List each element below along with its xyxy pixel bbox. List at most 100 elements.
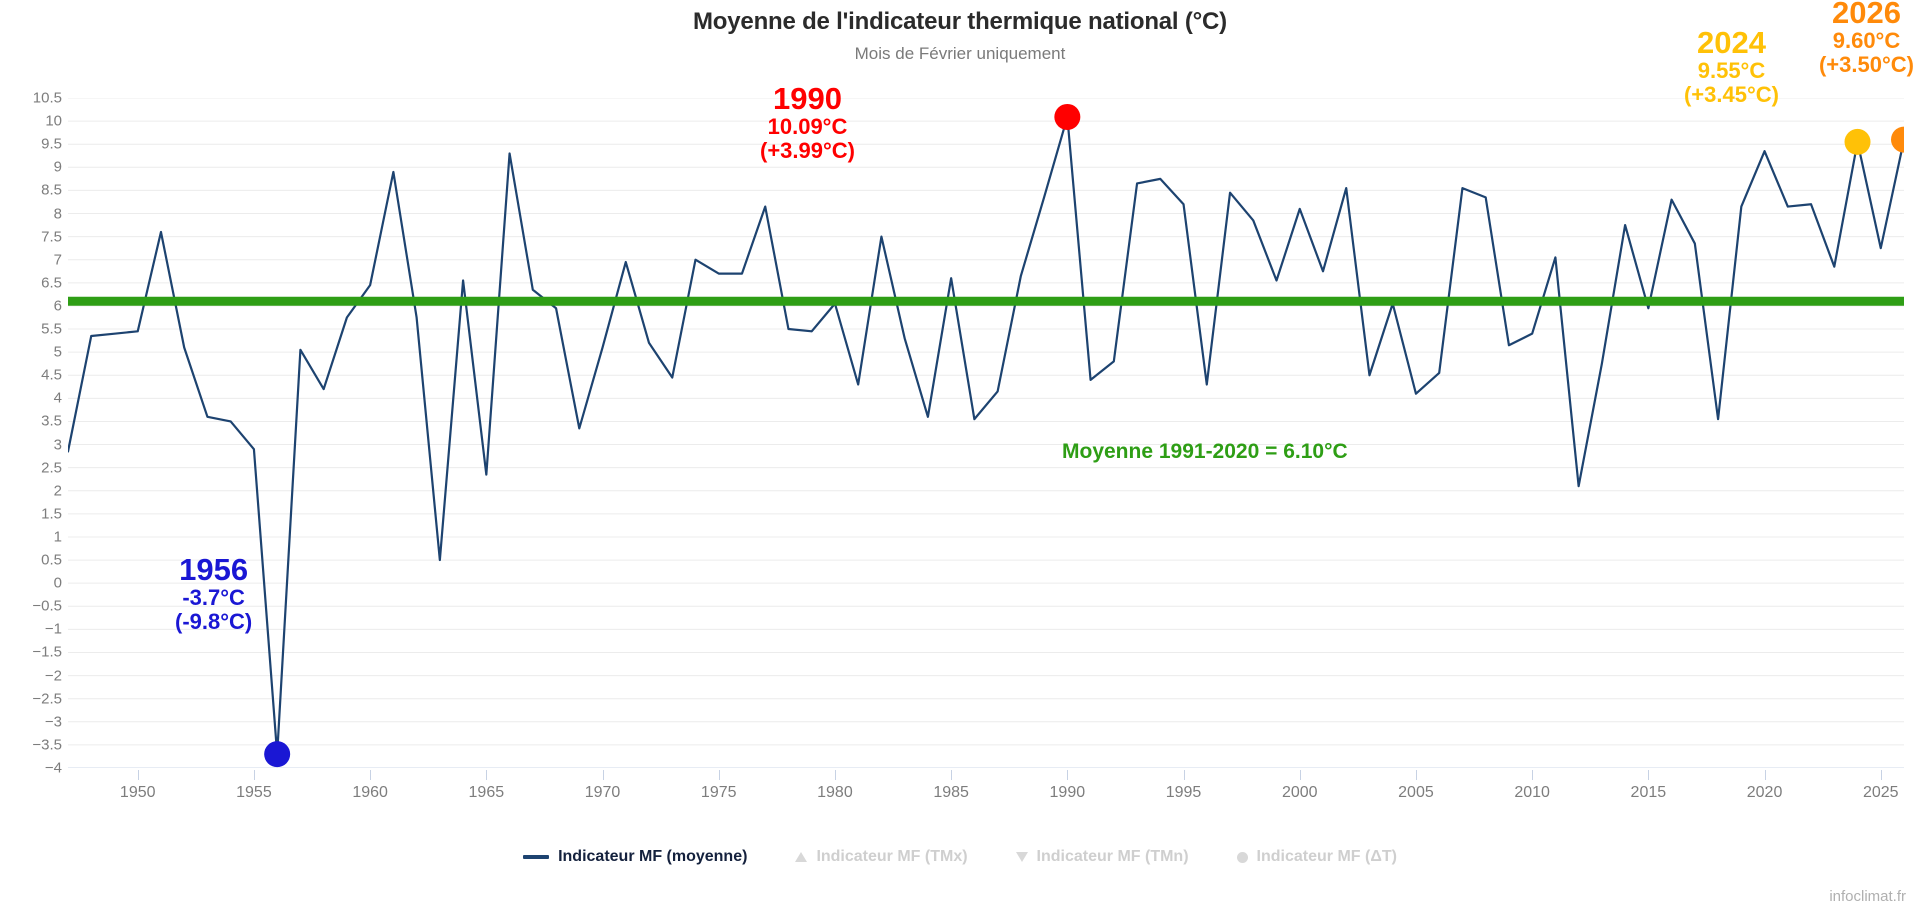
chart-svg [68,98,1904,768]
marker-1956[interactable] [264,741,291,768]
legend-item-0[interactable]: Indicateur MF (moyenne) [523,848,747,866]
x-axis-tick-label: 1995 [1165,784,1202,801]
plot-area [68,98,1904,768]
y-axis-tick-label: 4.5 [41,366,62,384]
annotation-1990: 1990 10.09°C (+3.99°C) [760,82,855,163]
x-axis-tick-label: 2015 [1630,784,1667,801]
x-axis-tick-label: 2000 [1281,784,1318,801]
y-axis-tick-label: −2.5 [32,690,62,708]
y-axis: 10.5 10 9.5 9 8.5 8 7.5 7 6.5 6 5.5 5 4.5 4 3.5 3 2.5 2 1.… [0,90,62,777]
dot-icon [1236,851,1248,863]
y-axis-tick-label: 8 [53,205,62,223]
x-axis-tick [718,770,720,780]
annotation-2024-value: 9.55°C [1697,58,1766,84]
x-axis-tick [253,770,255,780]
annotation-1990-year: 1990 [773,81,842,116]
annotation-1956-year: 1956 [179,552,249,587]
series-line-indicateur-mf-moyenne [68,115,1904,756]
marker-1990[interactable] [1054,103,1081,130]
legend-item-3[interactable]: Indicateur MF (ΔT) [1236,848,1397,866]
x-axis-tick-label: 1960 [352,784,388,801]
x-axis-tick-label: 2025 [1862,784,1899,801]
x-axis-tick-label: 1965 [468,784,505,801]
x-axis-tick-label: 1955 [236,784,272,801]
y-axis-tick-label: −3.5 [32,736,62,754]
y-axis-tick-label: 3 [53,436,62,454]
annotation-1990-anomaly: (+3.99°C) [760,138,856,164]
annotation-2026-value: 9.60°C [1832,28,1901,54]
y-axis-tick-label: 6.5 [41,274,62,292]
y-axis-tick-label: −1 [44,620,62,638]
y-axis-tick-label: 10.5 [32,89,62,107]
marker-2024[interactable] [1844,128,1871,155]
y-axis-tick-label: 0.5 [41,551,62,569]
y-axis-tick-label: 4 [53,389,62,407]
page-title: Moyenne de l'indicateur thermique nation… [693,8,1227,35]
legend-item-label: Indicateur MF (TMn) [1036,848,1189,865]
legend-item-2[interactable]: Indicateur MF (TMn) [1015,848,1189,866]
x-axis-tick [951,770,953,780]
gridlines [68,98,1904,768]
y-axis-tick-label: 7.5 [41,228,62,246]
y-axis-tick-label: 3.5 [41,412,62,430]
x-axis-tick [1415,770,1417,780]
x-axis-tick [1764,770,1766,780]
legend-item-1[interactable]: Indicateur MF (TMx) [795,848,968,866]
x-axis-tick [1299,770,1301,780]
x-axis-tick-label: 1970 [584,784,621,801]
x-axis-tick [486,770,488,780]
y-axis-tick-label: 6 [53,297,62,315]
x-axis-tick-label: 1990 [1049,784,1086,801]
x-axis-tick [1880,770,1882,780]
y-axis-tick-label: 9.5 [41,135,62,153]
x-axis-tick [834,770,836,780]
y-axis-tick-label: −2 [44,667,62,685]
x-axis-tick [1532,770,1534,780]
annotation-1956-anomaly: (-9.8°C) [175,609,253,635]
x-axis-tick [1648,770,1650,780]
annotation-2024-year: 2024 [1697,25,1766,60]
y-axis-tick-label: −0.5 [32,597,62,615]
x-axis-tick-label: 1980 [817,784,853,801]
highlight-markers [264,103,1904,768]
y-axis-tick-label: 8.5 [41,181,62,199]
x-axis-tick [602,770,604,780]
y-axis-tick-label: 0 [53,574,62,592]
marker-2026[interactable] [1891,126,1904,153]
y-axis-tick-label: 1 [53,528,62,546]
x-axis: 1950 1955 1960 1965 1970 1975 1980 1985 1990 1995… [68,770,1904,810]
y-axis-tick-label: 7 [53,251,62,269]
source-credit: infoclimat.fr [1829,888,1906,905]
x-axis-tick-label: 2020 [1746,784,1783,801]
triangle-up-icon [795,852,808,862]
y-axis-tick-label: −1.5 [32,643,62,661]
annotation-1990-value: 10.09°C [767,114,848,140]
annotation-2026-anomaly: (+3.50°C) [1818,52,1914,78]
y-axis-tick-label: 5 [53,343,62,361]
legend-item-label: Indicateur MF (TMx) [816,848,968,865]
x-axis-tick-label: 2010 [1514,784,1550,801]
y-axis-tick-label: −3 [44,713,62,731]
x-axis-tick-label: 1985 [933,784,969,801]
annotation-1956-value: -3.7°C [182,585,245,611]
annotation-2024-anomaly: (+3.45°C) [1683,82,1779,108]
legend-item-label: Indicateur MF (ΔT) [1256,848,1397,865]
x-axis-tick-label: 1975 [700,784,737,801]
y-axis-tick-label: 9 [53,158,62,176]
annotation-2026: 2026 9.60°C (+3.50°C) [1819,0,1914,77]
legend-item-label: Indicateur MF (moyenne) [558,848,748,865]
x-axis-tick [1183,770,1185,780]
chart-subtitle: Mois de Février uniquement [854,44,1066,63]
x-axis-tick [370,770,372,780]
annotation-1956: 1956 -3.7°C (-9.8°C) [175,553,252,634]
mean-line-label: Moyenne 1991-2020 = 6.10°C [1062,440,1348,463]
y-axis-tick-label: 10 [45,112,62,130]
annotation-2026-year: 2026 [1832,0,1901,30]
x-axis-tick [137,770,139,780]
x-axis-tick-label: 1950 [119,784,156,801]
y-axis-tick-label: 5.5 [41,320,62,338]
y-axis-tick-label: 1.5 [41,505,62,523]
line-icon [523,855,550,859]
y-axis-tick-label: −4 [44,759,62,777]
